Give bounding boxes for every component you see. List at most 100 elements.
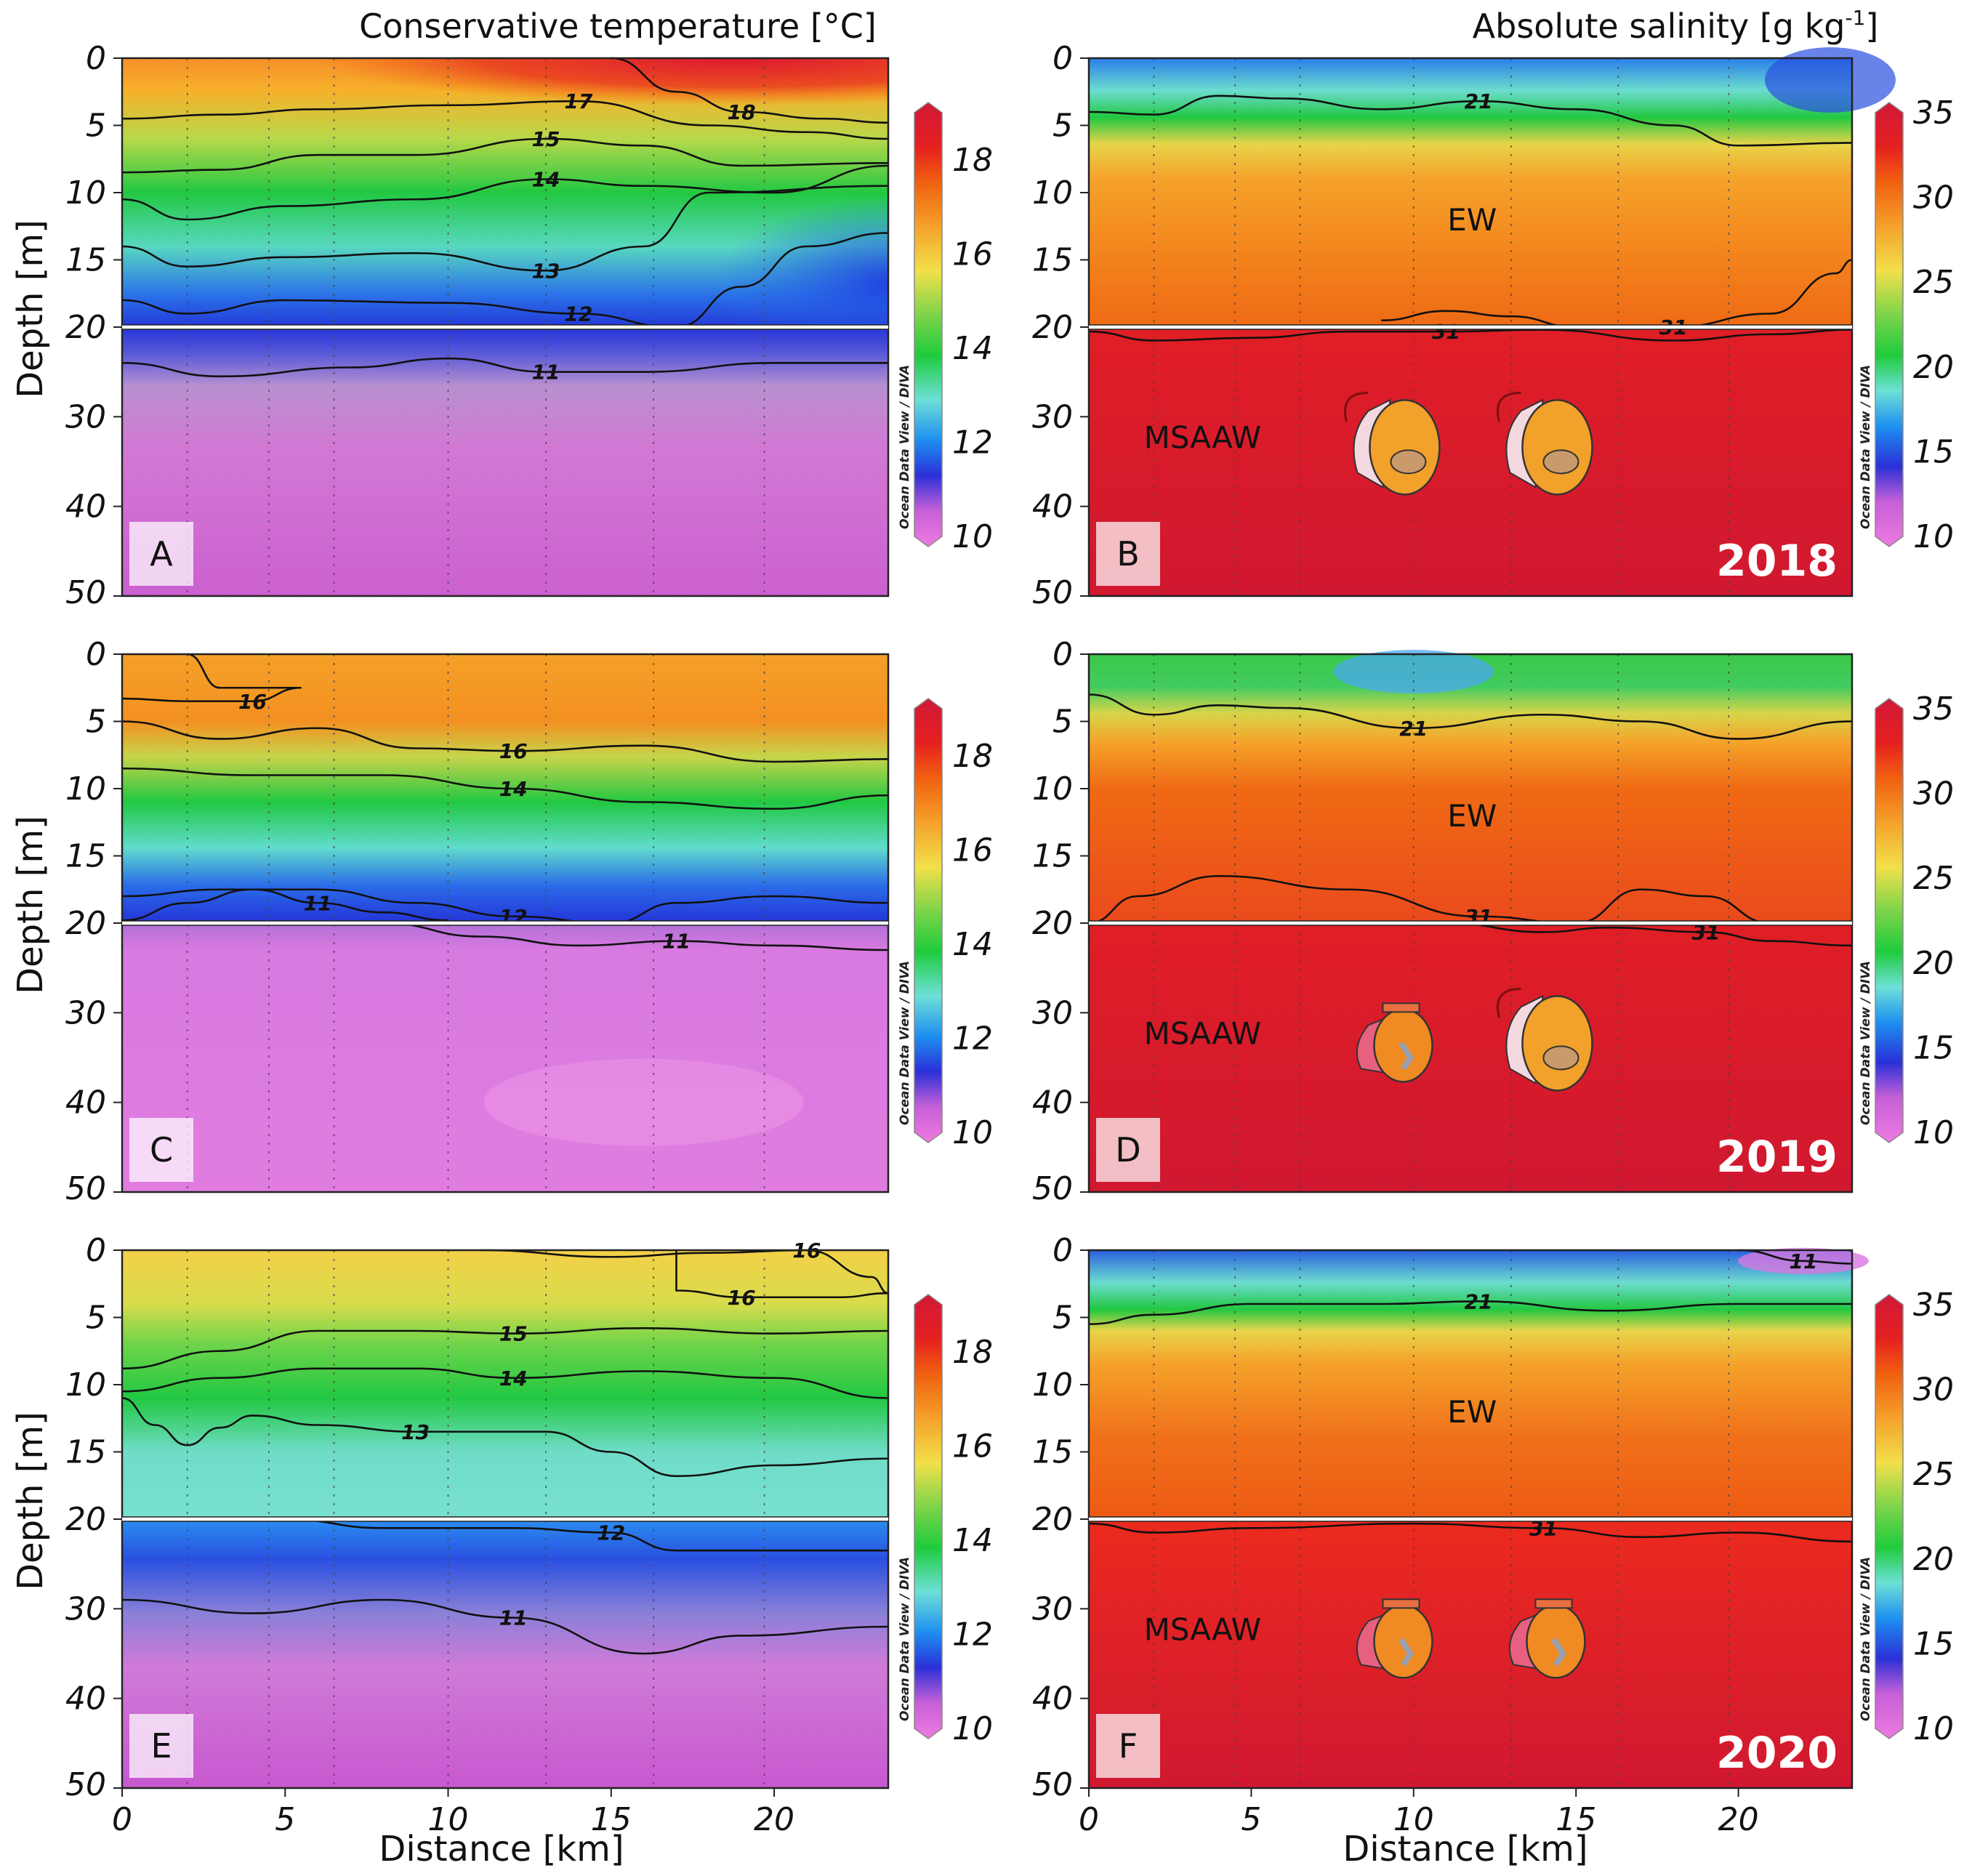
contour-label: 16	[499, 739, 528, 763]
contour-11-upper	[121, 888, 448, 922]
pteropod-shell-illustration	[1496, 391, 1593, 496]
salinity-title-base: Absolute salinity [g kg	[1473, 7, 1846, 46]
contour-21-upper	[1088, 693, 1853, 740]
contour-21-upper	[1088, 94, 1853, 147]
contour-label: 11	[532, 361, 560, 385]
y-axis-title-row3: Depth [m]	[10, 1412, 51, 1590]
x-tick-label: 15	[591, 1801, 632, 1838]
y-tick-label: 10	[1032, 174, 1073, 212]
colorbar-tick-label: 16	[952, 832, 993, 869]
pteropod-dissolved-illustration	[1356, 1002, 1433, 1083]
y-tick-label: 15	[65, 838, 106, 875]
colorbar-tick-label: 12	[952, 1020, 993, 1057]
contour-label: 12	[597, 1521, 625, 1545]
contour-11-upper	[1738, 1249, 1853, 1265]
colorbar-ramp	[1875, 698, 1904, 1143]
lower-field-a	[122, 327, 888, 596]
lower-field-c	[122, 923, 888, 1192]
y-axis-title-row2: Depth [m]	[10, 816, 51, 994]
contour-11-lower	[382, 922, 889, 951]
colorbar-tick-label: 25	[1913, 1456, 1954, 1493]
temperature-column-title: Conservative temperature [°C]	[359, 7, 877, 46]
lower-field-f	[1089, 1519, 1852, 1788]
y-tick-label: 30	[65, 994, 106, 1031]
y-tick-label: 50	[65, 1170, 106, 1207]
panel-letter: F	[1119, 1726, 1138, 1766]
contour-14-upper	[121, 164, 889, 221]
contour-14-upper	[121, 767, 889, 810]
contour-label: 16	[728, 1286, 756, 1310]
x-tick-label: 20	[754, 1801, 794, 1838]
contour-16-upper	[480, 1249, 889, 1295]
salinity-title-sup: -1	[1845, 6, 1865, 30]
y-tick-label: 20	[65, 309, 106, 346]
odv-watermark: Ocean Data View / DIVA	[898, 1557, 912, 1721]
contour-31-lower	[1088, 329, 1853, 342]
contour-31-upper	[1088, 874, 1771, 925]
colorbar-e: 10 12 14 16 18 Ocean Data View / DIVA	[898, 1294, 993, 1747]
y-tick-label: 30	[1032, 994, 1073, 1031]
y-tick-label: 0	[1053, 40, 1073, 77]
light-deep-patch	[483, 1058, 804, 1146]
colorbar-tick-label: 30	[1913, 1372, 1954, 1409]
year-label: 2020	[1716, 1728, 1838, 1779]
contour-label: 17	[564, 89, 592, 113]
odv-watermark: Ocean Data View / DIVA	[1859, 1557, 1873, 1721]
y-tick-label: 5	[1053, 108, 1073, 145]
colorbar-tick-label: 20	[1913, 349, 1954, 386]
colorbar-tick-label: 18	[952, 142, 993, 179]
y-tick-label: 50	[65, 574, 106, 611]
shell-core	[1390, 449, 1427, 475]
contour-label: 15	[532, 127, 560, 151]
y-tick-label: 0	[86, 40, 106, 77]
contour-16-upper	[121, 720, 889, 763]
colorbar-tick-label: 16	[952, 235, 993, 273]
y-tick-label: 30	[65, 398, 106, 435]
contour-15-upper	[121, 1327, 889, 1370]
x-tick-label: 5	[1241, 1801, 1261, 1838]
panel-letter: E	[150, 1726, 172, 1766]
contour-label: 21	[1465, 89, 1493, 113]
odv-watermark: Ocean Data View / DIVA	[898, 365, 912, 529]
shell-body	[1521, 995, 1593, 1092]
colorbar-tick-label: 12	[952, 424, 993, 461]
x-tick-label: 0	[1079, 1801, 1099, 1838]
colorbar-tick-label: 18	[952, 1334, 993, 1371]
colorbar-ramp	[1875, 1294, 1904, 1739]
shell-body	[1369, 399, 1441, 496]
y-tick-label: 40	[1032, 1680, 1073, 1718]
y-tick-label: 0	[86, 1232, 106, 1269]
y-tick-label: 30	[1032, 1590, 1073, 1627]
contour-label: 13	[401, 1420, 430, 1444]
panel-letter-box	[1096, 1118, 1160, 1182]
x-tick-label: 0	[112, 1801, 132, 1838]
colorbar-tick-label: 16	[952, 1428, 993, 1465]
x-axis-title-right: Distance [km]	[1343, 1829, 1587, 1869]
upper-field-f	[1089, 1250, 1852, 1519]
colorbar-tick-label: 10	[1913, 1710, 1954, 1747]
fresh-surface-patch	[1765, 47, 1896, 113]
contour-label: 21	[1465, 1289, 1493, 1313]
dissolution-mark	[1398, 1638, 1414, 1667]
contour-label: 31	[1432, 320, 1460, 344]
colorbar-tick-label: 35	[1913, 1287, 1954, 1324]
contour-16-upper	[675, 1250, 889, 1299]
colorbar-tick-label: 14	[952, 926, 993, 963]
colorbar-tick-label: 15	[1913, 1029, 1954, 1066]
panel-letter: C	[150, 1130, 173, 1170]
contour-label: 13	[532, 259, 560, 283]
contour-label: 15	[499, 1322, 528, 1346]
lower-field-e	[122, 1519, 888, 1788]
colorbar-tick-label: 10	[952, 1710, 993, 1747]
water-mass-ew: EW	[1447, 798, 1497, 834]
y-tick-label: 20	[1032, 1501, 1073, 1538]
tentacle	[1343, 391, 1369, 422]
contour-12-upper	[121, 232, 889, 329]
contour-label: 21	[1399, 717, 1428, 741]
colorbar-tick-label: 18	[952, 738, 993, 775]
colorbar-tick-label: 10	[1913, 518, 1954, 555]
x-tick-label: 10	[428, 1801, 469, 1838]
colorbar-ramp	[914, 698, 943, 1143]
water-mass-msaaw: MSAAW	[1144, 420, 1262, 456]
